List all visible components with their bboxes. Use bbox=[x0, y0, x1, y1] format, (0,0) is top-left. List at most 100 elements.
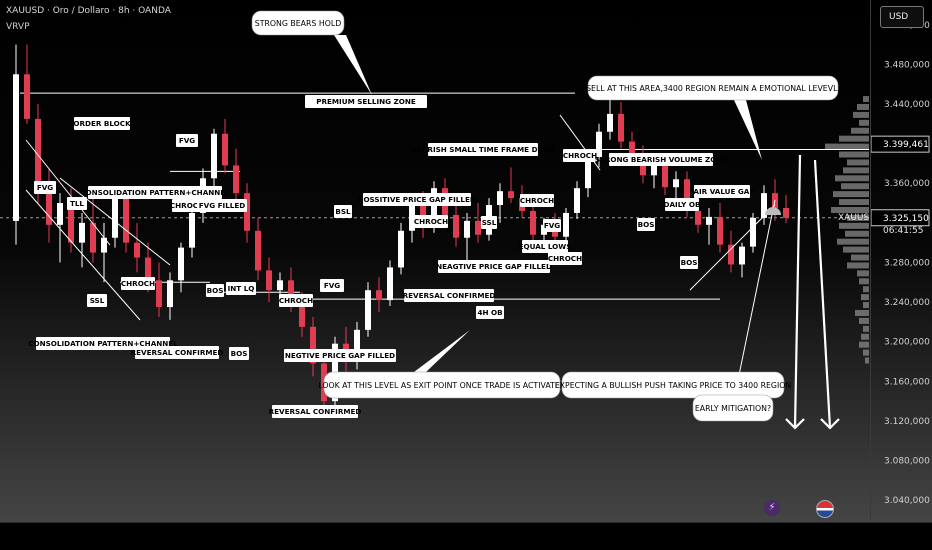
annotation-text: BOS bbox=[231, 349, 248, 358]
candle-body bbox=[288, 280, 294, 303]
callout-bubble bbox=[561, 371, 785, 399]
candle-body bbox=[684, 179, 690, 211]
indicator-label[interactable]: VRVP bbox=[6, 22, 30, 32]
candle-body bbox=[35, 118, 41, 184]
annotation-tag bbox=[206, 284, 224, 297]
currency-button[interactable]: USD bbox=[880, 6, 924, 28]
candle-body bbox=[189, 212, 195, 248]
annotation-tag bbox=[414, 215, 448, 228]
volume-profile-bar bbox=[863, 302, 869, 309]
volume-profile-bar bbox=[859, 341, 869, 348]
candle-body bbox=[57, 203, 63, 225]
callout-bubble bbox=[323, 371, 561, 399]
annotation-tag bbox=[320, 279, 344, 292]
annotation-tag bbox=[520, 194, 554, 207]
volume-profile-bar bbox=[859, 119, 869, 126]
candle-body bbox=[90, 222, 96, 253]
annotation-tag bbox=[87, 294, 107, 307]
volume-profile-bar bbox=[861, 294, 869, 301]
candle-body bbox=[145, 257, 151, 281]
annotation-tag bbox=[548, 252, 582, 265]
candle-body bbox=[409, 205, 415, 231]
candle-body bbox=[728, 244, 734, 265]
volume-profile-bar bbox=[841, 183, 869, 190]
volume-profile-bar bbox=[857, 103, 869, 110]
candle-body bbox=[68, 203, 74, 243]
candle-body bbox=[574, 188, 580, 213]
annotation-text: DAILY OB bbox=[664, 200, 701, 209]
price-tick-label: 3.160,000 bbox=[884, 377, 930, 387]
annotation-tag bbox=[363, 193, 471, 206]
half-circle-marker bbox=[765, 207, 781, 215]
annotation-text: CONSOLIDATION PATTERN+CHANNEL bbox=[28, 339, 178, 348]
price-tick-label: 3.280,000 bbox=[884, 258, 930, 268]
candle-body bbox=[376, 290, 382, 301]
annotation-text: SSL bbox=[90, 296, 105, 305]
candle-body bbox=[453, 214, 459, 238]
candle-body bbox=[783, 208, 789, 218]
candle-body bbox=[266, 270, 272, 291]
annotation-tag bbox=[334, 205, 352, 218]
candle-body bbox=[134, 242, 140, 258]
price-tick-label: 3.480,000 bbox=[884, 60, 930, 70]
annotation-text: ORDER BLOCK bbox=[73, 119, 131, 128]
annotation-text: POSSITIVE PRICE GAP FILLED bbox=[358, 195, 476, 204]
candle-body bbox=[673, 179, 679, 188]
candle-body bbox=[431, 188, 437, 228]
candle-body bbox=[211, 133, 217, 179]
volume-profile-bar bbox=[839, 222, 869, 229]
price-tick-label: 3.040,000 bbox=[884, 496, 930, 506]
down-arrow-icon bbox=[793, 154, 802, 429]
annotation-text: BEARISH SMALL TIME FRAME DVRG bbox=[411, 145, 554, 154]
lightning-icon[interactable]: ⚡ bbox=[764, 500, 780, 516]
candle-body bbox=[112, 198, 118, 238]
annotation-text: FVG bbox=[544, 221, 560, 230]
volume-profile-bar bbox=[861, 333, 869, 340]
annotation-text: SELL AT THIS AREA,3400 REGION REMAIN A E… bbox=[586, 84, 840, 93]
volume-profile-bar bbox=[843, 167, 869, 174]
candle-body bbox=[761, 193, 767, 218]
candle-body bbox=[277, 280, 283, 291]
down-arrow-icon bbox=[785, 418, 805, 430]
volume-profile-bar bbox=[863, 96, 869, 103]
candle-body bbox=[695, 210, 701, 225]
volume-profile-bar bbox=[839, 199, 869, 206]
candle-body bbox=[167, 280, 173, 308]
volume-profile-bar bbox=[843, 246, 869, 253]
annotation-text: CHROCH bbox=[520, 196, 554, 205]
annotation-text: CHROCH bbox=[563, 151, 597, 160]
candle-body bbox=[310, 326, 316, 364]
candle-body bbox=[233, 165, 239, 194]
volume-profile-bar bbox=[839, 151, 869, 158]
annotation-text: REVERSAL CONFIRMED bbox=[403, 291, 496, 300]
annotation-text: CHROCH bbox=[170, 201, 204, 210]
annotation-tag bbox=[522, 240, 568, 253]
annotation-text: BOS bbox=[638, 220, 655, 229]
annotation-text: NEGTIVE PRICE GAP FILLED bbox=[285, 351, 395, 360]
callout-bubble bbox=[587, 75, 839, 101]
time-axis[interactable] bbox=[0, 522, 932, 550]
annotation-text: SSL bbox=[482, 218, 497, 227]
price-marker-text: 3.325,150 bbox=[883, 214, 929, 224]
candle-body bbox=[255, 230, 261, 271]
annotation-text: EARLY MITIGATION? bbox=[695, 404, 771, 413]
price-marker-text: 3.399,461 bbox=[883, 140, 929, 150]
us-flag-icon[interactable] bbox=[816, 500, 834, 518]
price-marker-text: XAUUSD bbox=[838, 213, 876, 223]
price-tick-label: 3.080,000 bbox=[884, 457, 930, 467]
price-tick-label: 3.360,000 bbox=[884, 179, 930, 189]
candle-body bbox=[739, 246, 745, 265]
candle-body bbox=[244, 193, 250, 231]
candle-body bbox=[79, 222, 85, 243]
annotation-tag bbox=[481, 216, 497, 229]
annotation-text: FAIR VALUE GAP bbox=[689, 187, 754, 196]
candle-body bbox=[46, 183, 52, 225]
annotation-tag bbox=[272, 405, 358, 418]
candle-body bbox=[387, 267, 393, 301]
annotation-text: EQUAL LOWS bbox=[519, 242, 572, 251]
symbol-title[interactable]: XAUUSD · Oro / Dollaro · 8h · OANDA bbox=[6, 6, 171, 16]
annotation-text: EXPECTING A BULLISH PUSH TAKING PRICE TO… bbox=[555, 381, 792, 390]
annotation-tag bbox=[67, 197, 87, 210]
